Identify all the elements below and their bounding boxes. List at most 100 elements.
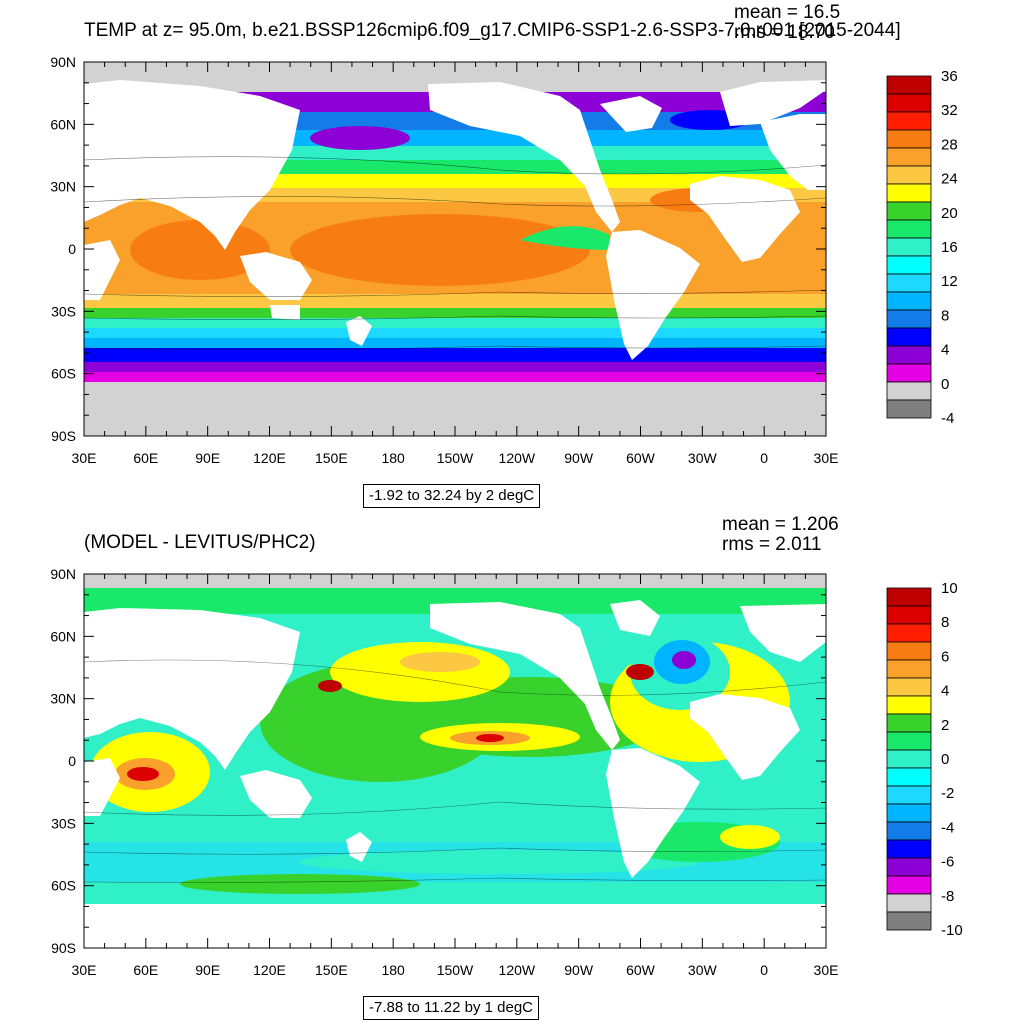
longitude-label: 90E	[195, 962, 220, 978]
colorbar-swatch	[886, 93, 932, 113]
colorbar-swatch	[886, 255, 932, 275]
latitude-label: 90S	[51, 940, 76, 956]
colorbar-label: 10	[941, 580, 958, 597]
difference-map-svg: 90N 60N 30N 0 30S 60S 90S 30E 60E 90E 120E 150E 180…	[50, 566, 963, 978]
colorbar-swatch	[886, 641, 932, 661]
temperature-map-svg: 90N 60N 30N 0 30S 60S 90S 30E 60E 90E 120E 150E 180…	[50, 54, 958, 466]
longitude-label: 90E	[195, 450, 220, 466]
colorbar-label: 32	[941, 102, 958, 119]
colorbar-swatch	[886, 677, 932, 697]
latitude-label: 0	[68, 753, 76, 769]
latitude-label: 30S	[51, 815, 76, 831]
colorbar-label: -10	[941, 922, 963, 939]
longitude-label: 30E	[814, 450, 839, 466]
colorbar-label: 4	[941, 342, 949, 359]
colorbar-swatch	[886, 291, 932, 311]
latitude-label: 60N	[50, 628, 76, 644]
colorbar-label: 12	[941, 273, 958, 290]
longitude-label: 90W	[564, 962, 594, 978]
longitude-label: 0	[760, 450, 768, 466]
colorbar-swatch	[886, 327, 932, 347]
colorbar-label: 2	[941, 717, 949, 734]
longitude-label: 90W	[564, 450, 594, 466]
land-mask	[84, 80, 826, 360]
colorbar-label: 28	[941, 136, 958, 153]
colorbar-swatch	[886, 147, 932, 167]
colorbar-swatch	[886, 129, 932, 149]
colorbar-label: 6	[941, 648, 949, 665]
longitude-label: 30E	[72, 450, 97, 466]
difference-field	[84, 574, 826, 948]
latitude-label: 90N	[50, 54, 76, 70]
colorbar-swatch	[886, 749, 932, 769]
colorbar-label: -8	[941, 888, 954, 905]
temperature-field	[84, 62, 826, 436]
colorbar-swatch	[886, 219, 932, 239]
colorbar-label: 36	[941, 68, 958, 85]
mean-value: mean = 1.206	[722, 514, 839, 535]
colorbar-label: 20	[941, 205, 958, 222]
latitude-label: 60S	[51, 366, 76, 382]
longitude-label: 30E	[814, 962, 839, 978]
colorbar-label: 16	[941, 239, 958, 256]
colorbar-swatch	[886, 237, 932, 257]
longitude-label: 120W	[499, 962, 536, 978]
colorbar-swatch	[886, 605, 932, 625]
temperature-map-panel: TEMP at z= 95.0m, b.e21.BSSP126cmip6.f09…	[50, 2, 958, 508]
latitude-label: 30N	[50, 179, 76, 195]
colorbar-label: -4	[941, 410, 954, 427]
latitude-label: 60S	[51, 878, 76, 894]
colorbar-swatch	[886, 911, 932, 931]
colorbar-swatch	[886, 803, 932, 823]
colorbar-swatch	[886, 75, 932, 95]
colorbar-swatch	[886, 273, 932, 293]
difference-map-panel: (MODEL - LEVITUS/PHC2) mean = 1.206 rms …	[0, 512, 1024, 1024]
colorbar-swatch	[886, 363, 932, 383]
rms-value: rms = 2.011	[722, 534, 822, 555]
colorbar: 10 8 6 4 2 0 -2 -4 -6 -8 -10	[886, 580, 963, 939]
longitude-label: 0	[760, 962, 768, 978]
longitude-label: 150W	[437, 962, 474, 978]
longitude-label: 30E	[72, 962, 97, 978]
colorbar-label: 0	[941, 376, 949, 393]
colorbar-swatch	[886, 695, 932, 715]
colorbar-label: 8	[941, 307, 949, 324]
contour-range-label: -7.88 to 11.22 by 1 degC	[363, 996, 540, 1020]
colorbar-label: 24	[941, 171, 958, 188]
colorbar-swatch	[886, 857, 932, 877]
colorbar-swatch	[886, 165, 932, 185]
longitude-label: 180	[381, 450, 405, 466]
latitude-label: 0	[68, 241, 76, 257]
colorbar-swatch	[886, 713, 932, 733]
longitude-label: 150E	[315, 962, 348, 978]
mean-value: mean = 16.5	[734, 2, 841, 23]
colorbar-swatch	[886, 785, 932, 805]
colorbar-swatch	[886, 587, 932, 607]
longitude-label: 60W	[626, 962, 656, 978]
latitude-label: 30N	[50, 691, 76, 707]
colorbar-swatch	[886, 399, 932, 419]
latitude-label: 90N	[50, 566, 76, 582]
colorbar-swatch	[886, 731, 932, 751]
colorbar-label: 4	[941, 683, 949, 700]
difference-title: (MODEL - LEVITUS/PHC2)	[84, 532, 316, 553]
longitude-label: 60W	[626, 450, 656, 466]
longitude-label: 30W	[688, 450, 718, 466]
longitude-label: 60E	[133, 450, 158, 466]
longitude-label: 180	[381, 962, 405, 978]
colorbar-swatch	[886, 381, 932, 401]
land-mask	[84, 600, 826, 878]
colorbar-swatch	[886, 875, 932, 895]
colorbar-label: -6	[941, 854, 954, 871]
colorbar-swatch	[886, 839, 932, 859]
longitude-label: 120E	[253, 450, 286, 466]
colorbar-label: -4	[941, 819, 954, 836]
colorbar-swatch	[886, 821, 932, 841]
longitude-label: 60E	[133, 962, 158, 978]
longitude-label: 30W	[688, 962, 718, 978]
longitude-label: 150E	[315, 450, 348, 466]
colorbar-swatch	[886, 183, 932, 203]
colorbar-label: 0	[941, 751, 949, 768]
colorbar: 36 32 28 24 20 16 12 8 4 0 -4	[886, 68, 958, 427]
colorbar-swatch	[886, 893, 932, 913]
